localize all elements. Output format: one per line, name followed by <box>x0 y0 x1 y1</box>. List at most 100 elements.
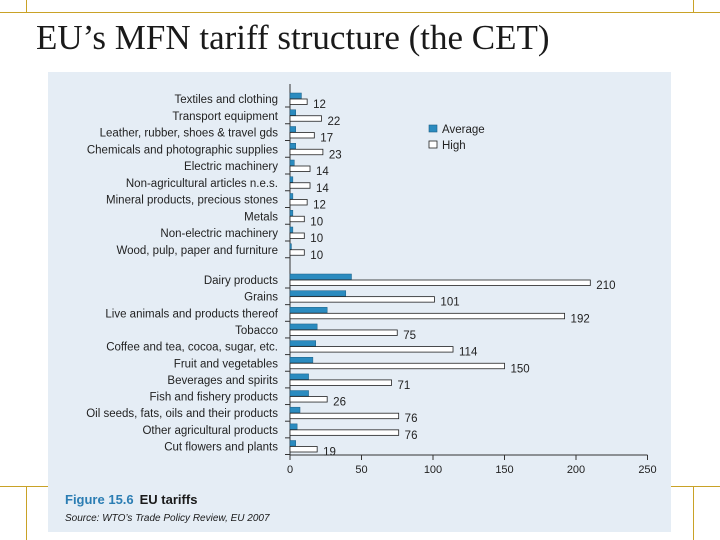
top-left-accent-tick <box>26 0 27 12</box>
high-value-label: 10 <box>310 216 323 228</box>
figure-number: Figure 15.6 <box>65 492 134 507</box>
average-bar <box>289 109 296 116</box>
top-accent-line <box>0 12 720 13</box>
high-bar <box>289 312 565 320</box>
legend-average-swatch <box>428 124 438 133</box>
x-tick-label: 250 <box>638 464 656 476</box>
high-value-label: 75 <box>403 330 416 342</box>
high-value-label: 19 <box>323 447 336 459</box>
category-label: Electric machinery <box>184 161 278 173</box>
bottom-right-accent-tick <box>693 486 694 540</box>
high-value-label: 192 <box>571 313 590 325</box>
high-bar <box>289 396 328 403</box>
average-bar <box>289 273 352 280</box>
average-bar <box>289 323 318 330</box>
average-bar <box>289 243 292 250</box>
category-label: Metals <box>244 211 278 223</box>
category-label: Non-agricultural articles n.e.s. <box>126 178 278 190</box>
high-bar <box>289 329 398 336</box>
category-label: Mineral products, precious stones <box>106 195 278 207</box>
average-bar <box>289 390 309 397</box>
category-label: Cut flowers and plants <box>164 442 278 454</box>
high-value-label: 17 <box>320 133 333 145</box>
high-bar <box>289 379 392 386</box>
category-label: Coffee and tea, cocoa, sugar, etc. <box>106 342 278 354</box>
high-bar <box>289 215 305 223</box>
average-bar <box>289 159 295 166</box>
source-suffix: , EU 2007 <box>225 513 270 524</box>
category-label: Fruit and vegetables <box>174 358 278 370</box>
average-bar <box>289 340 316 347</box>
category-label: Textiles and clothing <box>174 94 278 106</box>
category-label: Other agricultural products <box>142 425 278 437</box>
high-bar <box>289 232 305 239</box>
category-label: Leather, rubber, shoes & travel gds <box>100 128 279 140</box>
high-bar <box>289 165 311 172</box>
figure-caption: Figure 15.6 EU tariffs <box>65 492 197 507</box>
high-bar <box>289 115 322 122</box>
high-bar <box>289 148 324 156</box>
source-prefix: Source: WTO’s <box>65 513 136 524</box>
average-bar <box>289 357 314 363</box>
average-bar <box>289 92 302 99</box>
high-value-label: 101 <box>440 297 459 309</box>
high-bar <box>289 199 308 206</box>
category-label: Fish and fishery products <box>150 392 279 404</box>
figure-title: EU tariffs <box>139 492 198 507</box>
high-value-label: 12 <box>313 99 326 111</box>
high-value-label: 71 <box>398 380 411 392</box>
high-value-label: 210 <box>596 280 615 292</box>
category-label: Chemicals and photographic supplies <box>87 144 278 156</box>
high-bar <box>289 249 305 256</box>
category-label: Oil seeds, fats, oils and their products <box>86 408 278 420</box>
slide-title: EU’s MFN tariff structure (the CET) <box>36 18 550 57</box>
high-value-label: 23 <box>329 149 342 161</box>
figure-source: Source: WTO’s Trade Policy Review, EU 20… <box>65 513 270 524</box>
high-bar <box>289 296 435 303</box>
high-value-label: 10 <box>310 250 323 262</box>
high-bar <box>289 98 308 105</box>
top-right-accent-tick <box>693 0 694 12</box>
average-bar <box>289 210 294 216</box>
high-value-label: 76 <box>405 413 418 425</box>
average-bar <box>289 440 296 447</box>
high-value-label: 76 <box>405 430 418 442</box>
high-bar <box>289 346 454 353</box>
high-value-label: 14 <box>316 183 329 195</box>
high-bar <box>289 182 311 189</box>
category-label: Transport equipment <box>172 111 278 123</box>
high-value-label: 22 <box>327 116 340 128</box>
x-tick-label: 150 <box>495 464 513 476</box>
high-bar <box>289 362 505 370</box>
high-bar <box>289 429 400 436</box>
average-bar <box>289 373 309 380</box>
category-label: Live animals and products thereof <box>105 308 278 320</box>
x-tick-label: 0 <box>287 464 293 476</box>
high-value-label: 14 <box>316 166 329 178</box>
figure-panel: 0 50 100 150 200 250 Textiles and clothing 12 Tr… <box>48 72 671 532</box>
legend-high-swatch <box>428 140 438 149</box>
tariff-bar-chart: 0 50 100 150 200 250 Textiles and clothing 12 Tr… <box>86 84 657 476</box>
high-bar <box>289 446 318 453</box>
high-bar <box>289 132 315 139</box>
legend-high-label: High <box>442 140 466 152</box>
category-label: Grains <box>244 292 278 304</box>
x-tick-label: 100 <box>424 464 442 476</box>
high-value-label: 26 <box>333 397 346 409</box>
high-bar <box>289 412 400 420</box>
category-label: Tobacco <box>235 325 278 337</box>
category-label: Non-electric machinery <box>160 228 278 240</box>
average-bar <box>289 423 298 430</box>
x-tick-label: 50 <box>355 464 367 476</box>
x-tick-label: 200 <box>567 464 585 476</box>
average-bar <box>289 126 296 133</box>
category-label: Wood, pulp, paper and furniture <box>116 245 278 257</box>
average-bar <box>289 176 294 183</box>
category-label: Beverages and spirits <box>167 375 278 387</box>
category-label: Dairy products <box>204 275 278 287</box>
high-value-label: 12 <box>313 200 326 212</box>
source-title: Trade Policy Review <box>135 513 226 524</box>
average-bar <box>289 143 296 149</box>
average-bar <box>289 193 294 200</box>
high-value-label: 10 <box>310 233 323 245</box>
